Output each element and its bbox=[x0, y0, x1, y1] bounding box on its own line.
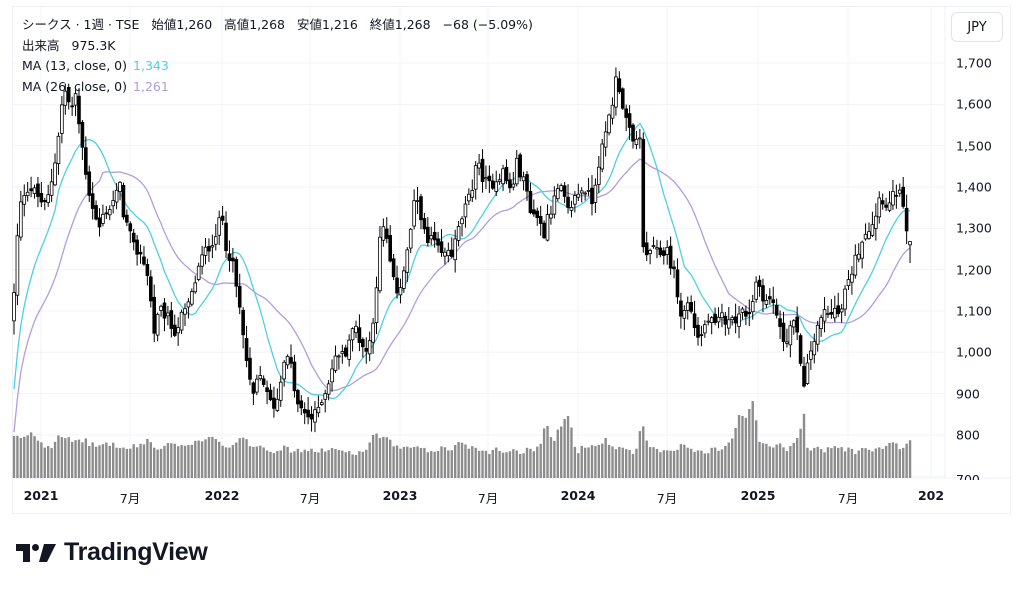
chart-container[interactable] bbox=[12, 6, 1011, 514]
volume-bars bbox=[12, 401, 912, 478]
price-tick-1100: 1,100 bbox=[956, 303, 992, 319]
low-value: 1,216 bbox=[321, 17, 358, 32]
ohlc-row: シークス · 1週 · TSE 始値1,260 高値1,268 安値1,216 … bbox=[22, 15, 533, 36]
price-tick-1300: 1,300 bbox=[956, 220, 992, 236]
high-value: 1,268 bbox=[249, 17, 285, 32]
time-tick-2022: 2022 bbox=[204, 488, 240, 503]
close-label: 終値 bbox=[369, 17, 395, 32]
price-tick-1400: 1,400 bbox=[956, 179, 992, 195]
currency-button[interactable]: JPY bbox=[951, 12, 1003, 42]
time-tick-2025: 2025 bbox=[740, 488, 776, 503]
time-tick-7月: 7月 bbox=[299, 491, 321, 506]
low-label: 安値 bbox=[296, 17, 322, 32]
time-tick-7月: 7月 bbox=[477, 491, 499, 506]
change-value: −68 (−5.09%) bbox=[442, 17, 533, 32]
volume-row: 出来高 975.3K bbox=[22, 36, 533, 57]
ma13-line bbox=[13, 122, 911, 400]
price-tick-900: 900 bbox=[956, 386, 980, 402]
price-tick-700: 700 bbox=[956, 472, 980, 481]
ma13-label[interactable]: MA (13, close, 0) bbox=[22, 58, 128, 73]
price-tick-1700: 1,700 bbox=[956, 55, 992, 71]
volume-label[interactable]: 出来高 bbox=[22, 37, 60, 53]
ma26-line bbox=[13, 158, 911, 433]
time-tick-7月: 7月 bbox=[656, 491, 678, 506]
price-tick-800: 800 bbox=[956, 427, 980, 443]
ma26-value: 1,261 bbox=[133, 78, 169, 94]
ma26-row: MA (26, close, 0) 1,261 bbox=[22, 77, 533, 98]
time-tick-202: 202 bbox=[917, 488, 945, 503]
price-tick-1600: 1,600 bbox=[956, 96, 992, 112]
ma13-row: MA (13, close, 0) 1,343 bbox=[22, 56, 533, 77]
time-tick-7月: 7月 bbox=[837, 491, 859, 506]
tradingview-logo-icon bbox=[16, 543, 56, 562]
price-tick-1200: 1,200 bbox=[956, 262, 992, 278]
time-tick-2023: 2023 bbox=[382, 488, 418, 503]
open-label: 始値 bbox=[151, 17, 177, 32]
time-tick-2024: 2024 bbox=[560, 488, 596, 503]
time-tick-2021: 2021 bbox=[23, 488, 59, 503]
time-tick-7月: 7月 bbox=[119, 491, 141, 506]
tradingview-logo[interactable]: TradingView bbox=[16, 538, 208, 567]
chart-legend: シークス · 1週 · TSE 始値1,260 高値1,268 安値1,216 … bbox=[22, 15, 533, 97]
candles bbox=[12, 67, 912, 433]
tradingview-logo-text: TradingView bbox=[64, 538, 208, 566]
ma26-label[interactable]: MA (26, close, 0) bbox=[22, 78, 128, 94]
volume-value: 975.3K bbox=[71, 37, 116, 53]
price-tick-1500: 1,500 bbox=[956, 138, 992, 154]
symbol-info[interactable]: シークス · 1週 · TSE bbox=[22, 17, 140, 32]
open-value: 1,260 bbox=[176, 17, 213, 32]
high-label: 高値 bbox=[224, 17, 250, 32]
ma13-value: 1,343 bbox=[133, 58, 169, 73]
close-value: 1,268 bbox=[394, 17, 431, 32]
price-tick-1000: 1,000 bbox=[956, 344, 992, 360]
